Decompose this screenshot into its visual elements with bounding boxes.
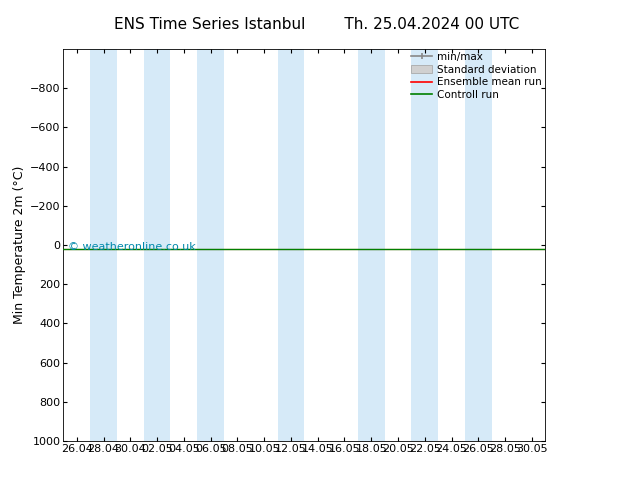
Bar xyxy=(197,49,224,441)
Bar xyxy=(144,49,171,441)
Text: © weatheronline.co.uk: © weatheronline.co.uk xyxy=(68,242,196,252)
Y-axis label: Min Temperature 2m (°C): Min Temperature 2m (°C) xyxy=(13,166,26,324)
Bar xyxy=(465,49,492,441)
Bar xyxy=(278,49,304,441)
Text: ENS Time Series Istanbul        Th. 25.04.2024 00 UTC: ENS Time Series Istanbul Th. 25.04.2024 … xyxy=(114,17,520,32)
Bar xyxy=(90,49,117,441)
Legend: min/max, Standard deviation, Ensemble mean run, Controll run: min/max, Standard deviation, Ensemble me… xyxy=(409,50,544,102)
Bar xyxy=(358,49,385,441)
Bar xyxy=(411,49,438,441)
